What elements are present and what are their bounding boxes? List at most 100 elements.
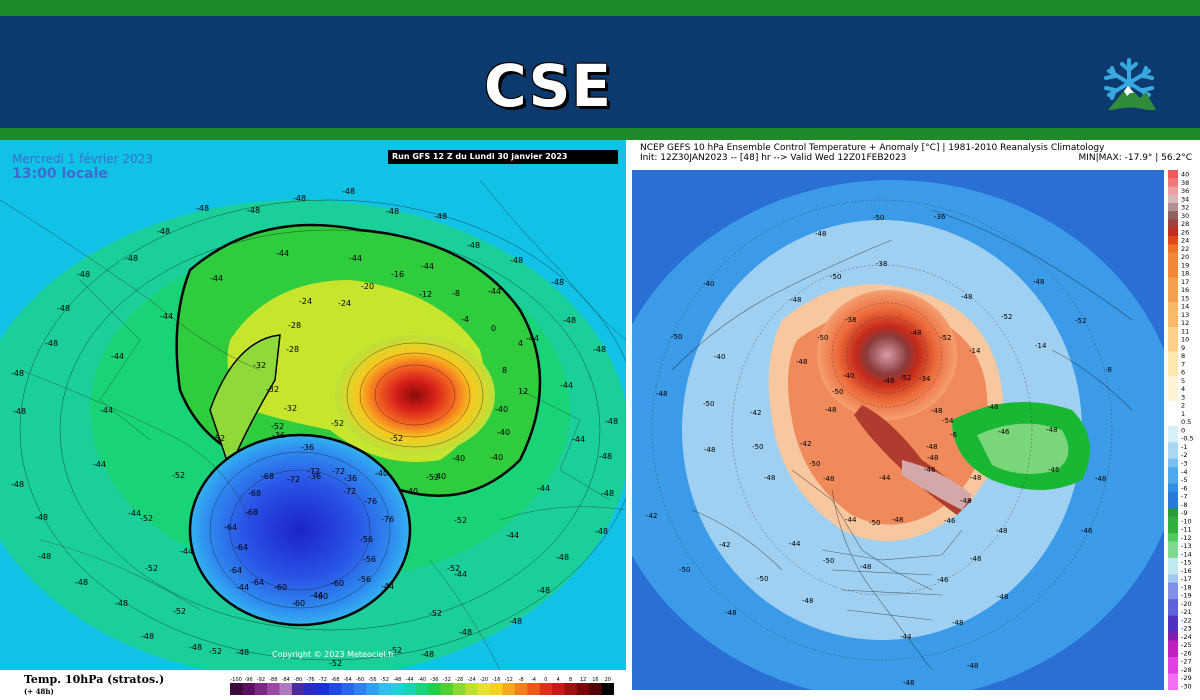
colorbar-label: 7: [1181, 360, 1185, 368]
contour-label: -48: [510, 256, 524, 265]
contour-label: -44: [93, 460, 107, 469]
contour-label: -50: [679, 566, 691, 574]
contour-label: -40: [452, 454, 466, 463]
site-header: CSE: [0, 16, 1200, 128]
contour-label: -36: [344, 474, 358, 483]
colorbar-label: 18: [1181, 270, 1189, 278]
contour-label: -48: [563, 316, 577, 325]
scale-label: -84: [282, 677, 290, 683]
colorbar-swatch: [1168, 203, 1178, 212]
contour-label: -48: [35, 513, 49, 522]
colorbar-swatch: [1168, 293, 1178, 303]
contour-label: -48: [421, 650, 435, 659]
contour-label: -48: [987, 403, 999, 411]
contour-label: -52: [1001, 313, 1013, 321]
contour-label: -48: [593, 345, 607, 354]
contour-label: -48: [459, 628, 473, 637]
meteociel-temperature-map: -48 -48 -48 -48 -48 -48 -48 -48 -48 -48 -48 -48 -48-…: [0, 140, 626, 700]
contour-label: -48: [551, 278, 565, 287]
colorbar-label: 22: [1181, 245, 1189, 253]
colorbar-swatch: [1168, 508, 1178, 517]
colorbar-label: -12: [1181, 534, 1192, 542]
contour-label: -36: [301, 443, 315, 452]
contour-label: -48: [892, 516, 904, 524]
colorbar-swatch: [1168, 302, 1178, 311]
contour-label: -42: [646, 512, 658, 520]
scale-swatch: [316, 683, 330, 695]
contour-label: -48: [764, 474, 776, 482]
map-footer: Temp. 10hPa (stratos.) (+ 48h) -100 -96 -9…: [0, 670, 626, 700]
colorbar-label: -22: [1181, 616, 1192, 624]
scale-label: -60: [356, 677, 364, 683]
contour-label: -40: [497, 428, 511, 437]
colorbar-label: -21: [1181, 608, 1192, 616]
colorbar-swatch: [1168, 194, 1178, 204]
colorbar-swatch: [1168, 458, 1178, 468]
scale-swatch: [589, 683, 602, 695]
colorbar-swatch: [1168, 409, 1178, 418]
contour-label: -32: [266, 385, 280, 394]
colorbar-swatch: [1168, 533, 1178, 542]
contour-label: -48: [952, 619, 964, 627]
scale-label: -48: [393, 677, 401, 683]
colorbar-swatch: [1168, 318, 1178, 328]
colorbar-label: -17: [1181, 575, 1192, 583]
colorbar-swatch: [1168, 599, 1178, 608]
scale-label: 16: [592, 677, 598, 683]
colorbar-label: -27: [1181, 658, 1192, 666]
contour-label: -48: [970, 474, 982, 482]
colorbar-swatch: [1168, 227, 1178, 237]
contour-label: -48: [883, 377, 895, 385]
snowflake-mountain-icon[interactable]: [1096, 56, 1162, 122]
colorbar-label: 0: [1181, 426, 1185, 434]
contour-label: -60: [292, 599, 306, 608]
colorbar-label: 13: [1181, 311, 1189, 319]
scale-label: -56: [368, 677, 376, 683]
contour-label: -40: [405, 487, 419, 496]
contour-label: -36: [934, 213, 946, 221]
colorbar-swatch: [1168, 500, 1178, 509]
contour-label: -48: [1046, 426, 1058, 434]
scale-label: 20: [605, 677, 611, 683]
contour-label: -44: [421, 262, 435, 271]
scale-label: -72: [319, 677, 327, 683]
colorbar-swatch: [1168, 491, 1178, 501]
contour-label: -48: [247, 206, 261, 215]
contour-label: -50: [832, 388, 844, 396]
scale-swatch: [267, 683, 280, 695]
scale-label: -16: [492, 677, 500, 683]
contour-label: -36: [308, 472, 322, 481]
contour-label: -52: [209, 647, 223, 656]
contour-label: -48: [1033, 278, 1045, 286]
scale-label: -44: [406, 677, 414, 683]
map-valid-date: Mercredi 1 février 2023: [12, 152, 153, 166]
contour-label: -48: [704, 446, 716, 454]
contour-label: -50: [809, 460, 821, 468]
weathermodels-anomaly-map: NCEP GEFS 10 hPa Ensemble Control Temper…: [628, 140, 1200, 700]
scale-label: 0: [544, 677, 547, 683]
scale-swatch: [552, 683, 565, 695]
colorbar-label: 38: [1181, 179, 1189, 187]
contour-label: -44: [560, 381, 574, 390]
colorbar-swatch: [1168, 384, 1178, 394]
contour-label: -40: [490, 453, 504, 462]
colorbar-label: -11: [1181, 526, 1192, 534]
scale-swatch: [477, 683, 491, 695]
contour-label: -48: [815, 230, 827, 238]
contour-label: -8: [452, 289, 460, 298]
contour-label: -52: [940, 334, 952, 342]
contour-label: -42: [800, 440, 812, 448]
contour-label: -44: [537, 484, 551, 493]
contour-label: -32: [284, 404, 298, 413]
colorbar-label: -16: [1181, 567, 1192, 575]
colorbar-swatch: [1168, 343, 1178, 352]
contour-label: 4: [518, 339, 524, 348]
contour-label: -48: [931, 407, 943, 415]
contour-label: -46: [937, 576, 949, 584]
colorbar-label: 1: [1181, 410, 1185, 418]
contour-label: -48: [556, 553, 570, 562]
colorbar-swatch: [1168, 170, 1178, 179]
contour-label: -48: [796, 358, 808, 366]
contour-label: -76: [381, 515, 395, 524]
contour-label: -48: [825, 406, 837, 414]
